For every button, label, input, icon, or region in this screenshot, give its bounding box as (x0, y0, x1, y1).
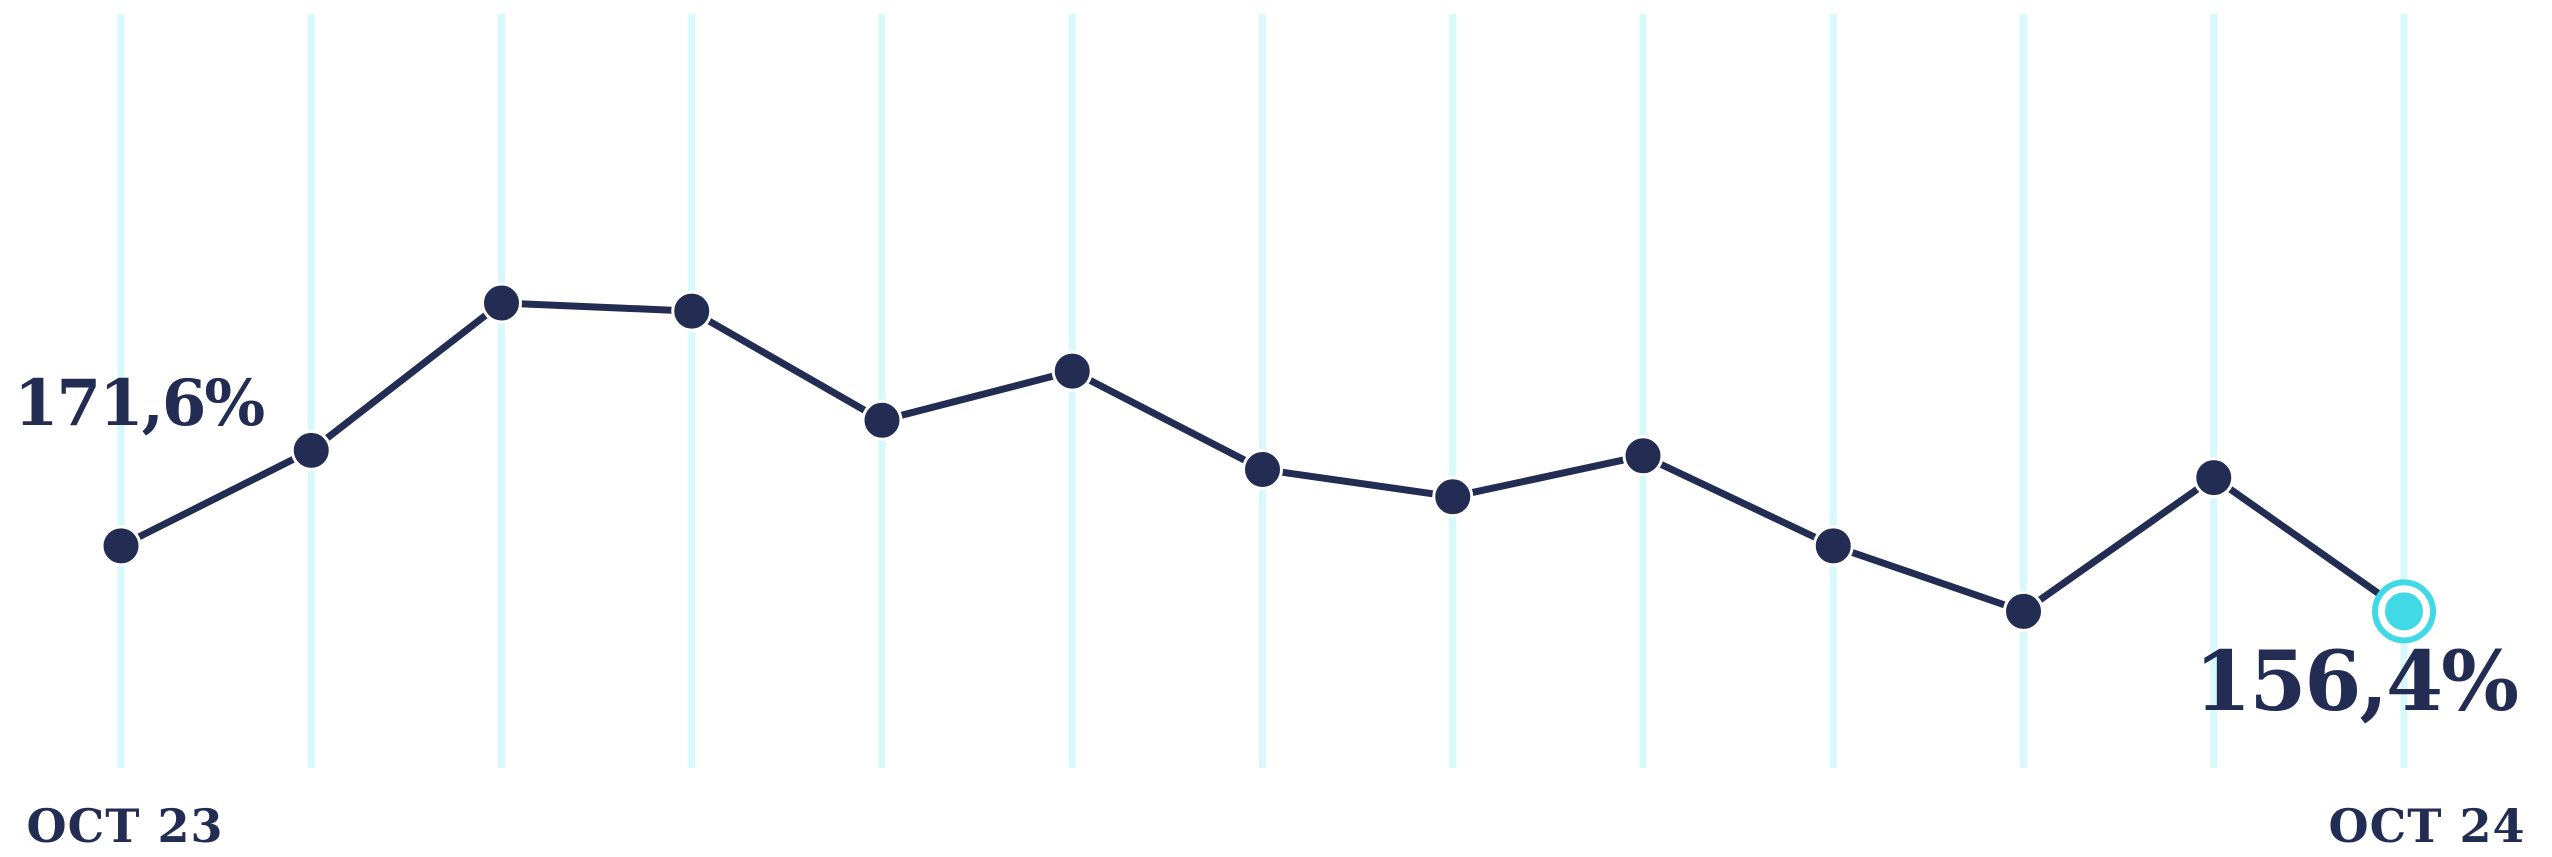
data-point (2193, 457, 2235, 499)
data-point-highlight (2385, 592, 2423, 631)
data-points (100, 282, 2436, 644)
data-point (1242, 448, 1283, 490)
x-tick-label-start: OCT 23 (27, 799, 224, 853)
data-point (2003, 590, 2044, 632)
data-point (671, 290, 713, 332)
data-point (1622, 435, 1664, 477)
gridlines (117, 14, 2408, 768)
last-value-label: 156,4% (2194, 634, 2517, 730)
data-point (1812, 525, 1854, 567)
data-point (481, 282, 522, 324)
data-point (861, 399, 903, 441)
x-tick-label-end: OCT 24 (2329, 799, 2526, 853)
data-point (1051, 350, 1093, 392)
data-point (290, 429, 332, 471)
data-point (100, 525, 142, 567)
first-value-label: 171,6% (14, 366, 264, 441)
data-point (1432, 476, 1474, 518)
